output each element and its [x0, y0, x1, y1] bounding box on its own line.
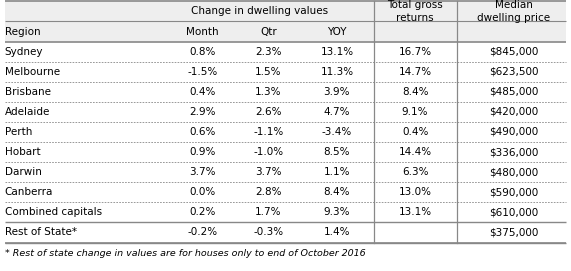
Text: 13.1%: 13.1%: [320, 47, 353, 57]
Text: 2.8%: 2.8%: [255, 187, 282, 197]
Text: 14.7%: 14.7%: [399, 67, 432, 77]
Text: Canberra: Canberra: [5, 187, 53, 197]
Text: 16.7%: 16.7%: [399, 47, 432, 57]
Text: 1.1%: 1.1%: [324, 167, 350, 177]
Text: $845,000: $845,000: [489, 47, 538, 57]
Text: 1.5%: 1.5%: [255, 67, 282, 77]
Text: YOY: YOY: [327, 27, 347, 37]
Text: Combined capitals: Combined capitals: [5, 207, 102, 217]
Text: $590,000: $590,000: [489, 187, 538, 197]
Text: Change in dwelling values: Change in dwelling values: [191, 7, 328, 17]
Text: 4.7%: 4.7%: [324, 107, 350, 117]
Text: $490,000: $490,000: [489, 127, 538, 137]
Text: 1.3%: 1.3%: [255, 87, 282, 97]
Text: 13.0%: 13.0%: [399, 187, 432, 197]
Text: 2.3%: 2.3%: [255, 47, 282, 57]
Text: Month: Month: [186, 27, 219, 37]
Text: 9.3%: 9.3%: [324, 207, 350, 217]
Text: 2.9%: 2.9%: [190, 107, 216, 117]
Text: 13.1%: 13.1%: [399, 207, 432, 217]
Text: Melbourne: Melbourne: [5, 67, 60, 77]
Text: 3.9%: 3.9%: [324, 87, 350, 97]
Text: 0.4%: 0.4%: [190, 87, 216, 97]
Text: 6.3%: 6.3%: [402, 167, 428, 177]
Text: $375,000: $375,000: [489, 227, 538, 237]
Text: Adelaide: Adelaide: [5, 107, 50, 117]
Text: Brisbane: Brisbane: [5, 87, 51, 97]
Text: -3.4%: -3.4%: [322, 127, 352, 137]
Text: 1.7%: 1.7%: [255, 207, 282, 217]
Text: 0.2%: 0.2%: [190, 207, 216, 217]
Text: 0.8%: 0.8%: [190, 47, 216, 57]
Text: $480,000: $480,000: [489, 167, 538, 177]
Text: Sydney: Sydney: [5, 47, 43, 57]
Text: -0.2%: -0.2%: [188, 227, 218, 237]
Text: Hobart: Hobart: [5, 147, 40, 157]
Text: 2.6%: 2.6%: [255, 107, 282, 117]
Text: Qtr: Qtr: [260, 27, 277, 37]
Text: 14.4%: 14.4%: [399, 147, 432, 157]
Text: $623,500: $623,500: [489, 67, 538, 77]
Text: 8.4%: 8.4%: [324, 187, 350, 197]
Bar: [5, 1, 566, 21]
Text: 0.9%: 0.9%: [190, 147, 216, 157]
Text: 11.3%: 11.3%: [320, 67, 353, 77]
Text: Perth: Perth: [5, 127, 32, 137]
Text: -1.5%: -1.5%: [188, 67, 218, 77]
Text: 3.7%: 3.7%: [255, 167, 282, 177]
Text: 9.1%: 9.1%: [402, 107, 428, 117]
Text: $420,000: $420,000: [489, 107, 538, 117]
Bar: [5, 21, 566, 41]
Text: $610,000: $610,000: [489, 207, 538, 217]
Text: Median
dwelling price: Median dwelling price: [477, 0, 550, 22]
Text: 8.5%: 8.5%: [324, 147, 350, 157]
Text: 0.0%: 0.0%: [190, 187, 216, 197]
Text: 3.7%: 3.7%: [190, 167, 216, 177]
Text: Total gross
returns: Total gross returns: [387, 0, 443, 22]
Text: -1.0%: -1.0%: [254, 147, 283, 157]
Text: 0.6%: 0.6%: [190, 127, 216, 137]
Text: * Rest of state change in values are for houses only to end of October 2016: * Rest of state change in values are for…: [5, 249, 365, 258]
Text: $336,000: $336,000: [489, 147, 538, 157]
Text: -1.1%: -1.1%: [254, 127, 283, 137]
Text: Darwin: Darwin: [5, 167, 42, 177]
Text: Rest of State*: Rest of State*: [5, 227, 77, 237]
Text: 1.4%: 1.4%: [324, 227, 350, 237]
Text: Region: Region: [5, 27, 40, 37]
Text: 8.4%: 8.4%: [402, 87, 428, 97]
Text: $485,000: $485,000: [489, 87, 538, 97]
Text: 0.4%: 0.4%: [402, 127, 428, 137]
Text: -0.3%: -0.3%: [254, 227, 283, 237]
